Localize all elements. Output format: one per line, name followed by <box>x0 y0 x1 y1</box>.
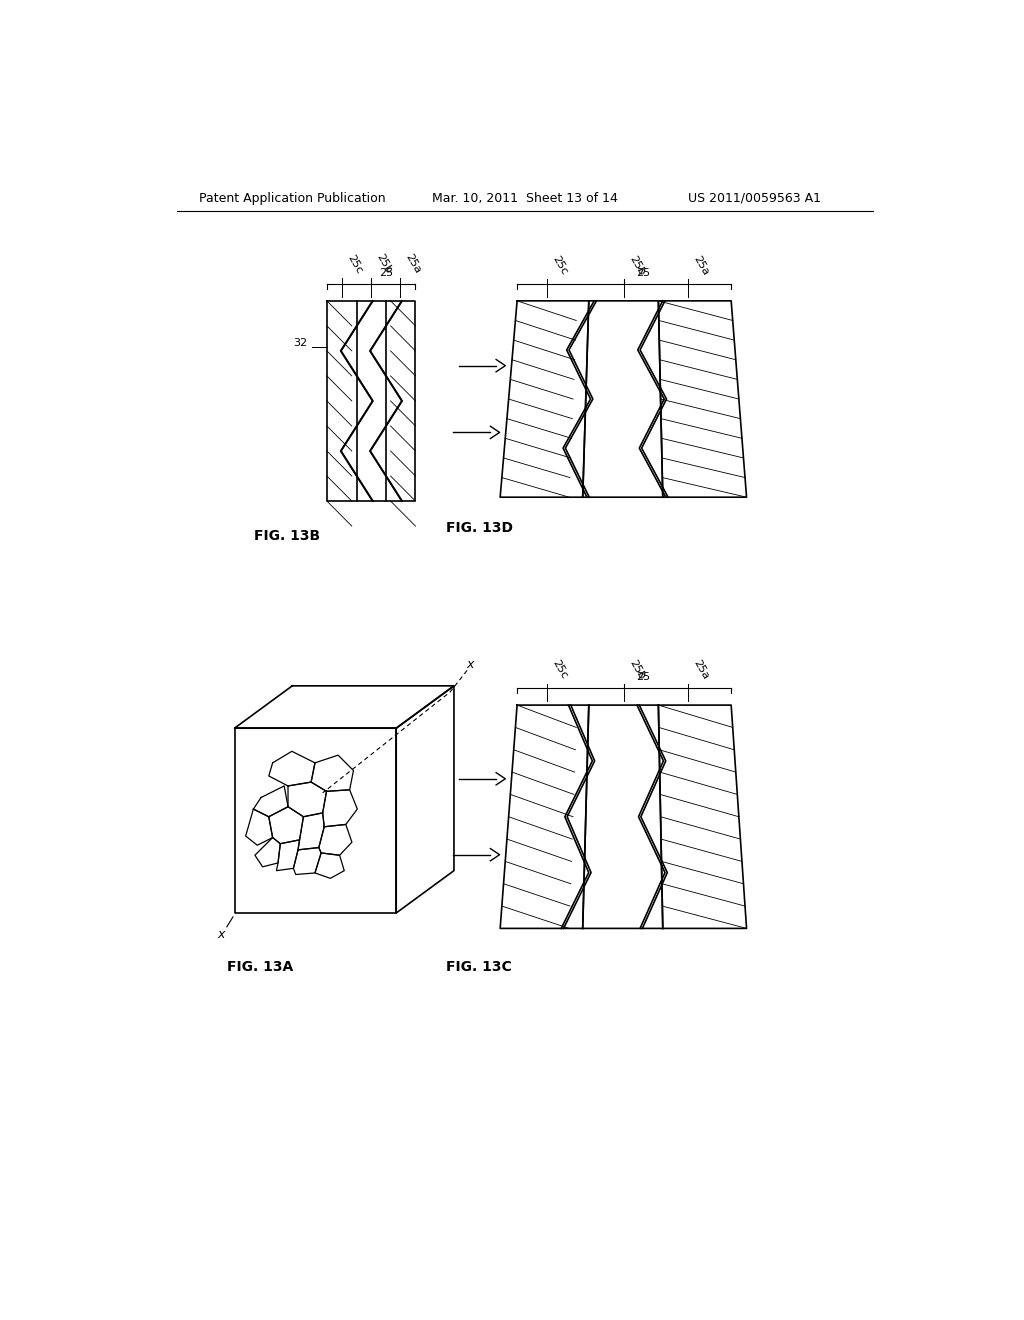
Text: US 2011/0059563 A1: US 2011/0059563 A1 <box>688 191 821 205</box>
Text: 32: 32 <box>293 338 307 348</box>
Text: 25c: 25c <box>345 252 364 275</box>
Text: 25c: 25c <box>550 255 569 277</box>
Text: 25: 25 <box>380 268 393 279</box>
Text: FIG. 13A: FIG. 13A <box>226 960 293 974</box>
Text: 25b: 25b <box>374 252 393 276</box>
Text: Patent Application Publication: Patent Application Publication <box>199 191 386 205</box>
Text: 25c: 25c <box>550 659 569 681</box>
Text: x: x <box>467 657 474 671</box>
Text: FIG. 13D: FIG. 13D <box>446 521 513 535</box>
Text: FIG. 13B: FIG. 13B <box>254 529 319 543</box>
Text: 25a: 25a <box>691 659 711 681</box>
Text: FIG. 13C: FIG. 13C <box>446 960 512 974</box>
Text: 25a: 25a <box>403 252 423 276</box>
Text: 25: 25 <box>636 672 650 682</box>
Text: 25a: 25a <box>691 253 711 277</box>
Text: 25: 25 <box>636 268 650 279</box>
Text: 25b: 25b <box>628 659 646 681</box>
Text: 25b: 25b <box>628 253 646 277</box>
Text: Mar. 10, 2011  Sheet 13 of 14: Mar. 10, 2011 Sheet 13 of 14 <box>432 191 617 205</box>
Text: x: x <box>217 928 224 941</box>
